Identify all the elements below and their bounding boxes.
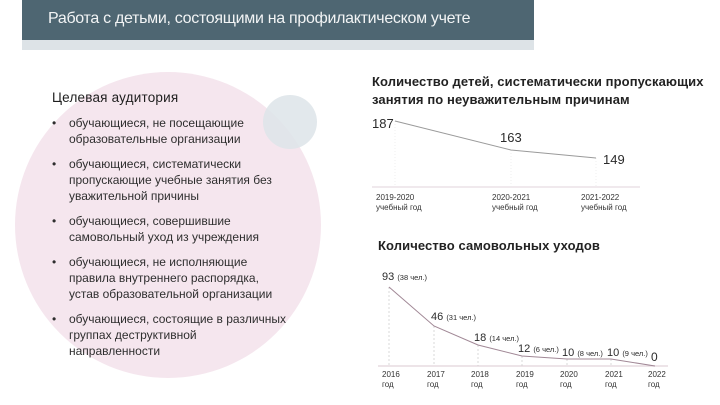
list-item: • обучающиеся, не исполняющие правила внут… (52, 255, 273, 301)
chart2-value-label: 10 (9 чел.) (607, 347, 648, 359)
chart2-x-tick: 2020 (560, 370, 578, 379)
chart2-x-tick: 2021 (605, 370, 623, 379)
chart1-x-tick: учебный год (581, 203, 627, 212)
list-item: • обучающиеся, совершившие самовольный ухо… (52, 214, 259, 244)
chart1-value-label: 149 (603, 152, 625, 167)
bullet-icon: • (52, 157, 57, 171)
header-underline (22, 40, 534, 50)
target-audience-title: Целевая аудитория (52, 90, 179, 105)
chart2-x-tick: год (427, 380, 439, 389)
chart1-title: Количество детей, систематически пропуск… (372, 74, 704, 107)
chart1-value-label: 163 (500, 130, 522, 145)
target-audience-list: • обучающиеся, не посещающие образовательн… (52, 115, 322, 359)
bullet-icon: • (52, 116, 57, 130)
chart2-x-tick: 2017 (427, 370, 445, 379)
bullet-icon: • (52, 312, 57, 326)
chart2-x-tick: 2018 (471, 370, 489, 379)
chart2-x-tick: год (648, 380, 660, 389)
chart2-title: Количество самовольных уходов (378, 238, 601, 253)
chart1-line (394, 120, 597, 159)
decorative-grey-circle (263, 95, 317, 149)
chart2-value-label: 18 (14 чел.) (474, 332, 520, 344)
chart2-x-tick: 2022 (648, 370, 666, 379)
chart1-x-tick: учебный год (492, 203, 538, 212)
chart2-value-label: 46 (31 чел.) (431, 311, 477, 323)
page-title: Работа с детьми, состоящими на профилакт… (48, 10, 471, 27)
chart2-x-tick: год (560, 380, 572, 389)
chart2-value-label: 0 (651, 350, 658, 364)
target-audience-section: Целевая аудитория • обучающиеся, не посещ… (52, 90, 322, 368)
chart2-value-label: 12 (6 чел.) (518, 343, 559, 355)
chart1-x-tick: 2019-2020 (376, 193, 415, 202)
chart2-value-label: 93 (38 чел.) (382, 271, 428, 283)
chart2-line (388, 286, 656, 367)
chart2-x-tick: 2016 (382, 370, 400, 379)
bullet-icon: • (52, 255, 57, 269)
list-item: • обучающиеся, состоящие в различных групп… (52, 312, 287, 358)
list-item: • обучающиеся, систематически пропускающие… (52, 157, 272, 203)
chart1-value-label: 187 (372, 116, 394, 131)
chart1-x-tick: 2021-2022 (581, 193, 620, 202)
header-bar (22, 0, 534, 40)
chart1-x-tick: 2020-2021 (492, 193, 531, 202)
chart1-x-tick: учебный год (376, 203, 422, 212)
chart2-value-label: 10 (8 чел.) (562, 347, 603, 359)
chart2-x-tick: год (382, 380, 394, 389)
list-item: • обучающиеся, не посещающие образовательн… (52, 116, 244, 146)
chart2-x-tick: год (605, 380, 617, 389)
chart2-x-tick: год (471, 380, 483, 389)
bullet-icon: • (52, 214, 57, 228)
chart2-x-tick: год (516, 380, 528, 389)
chart2-guides (388, 287, 612, 366)
chart2-x-tick: 2019 (516, 370, 534, 379)
